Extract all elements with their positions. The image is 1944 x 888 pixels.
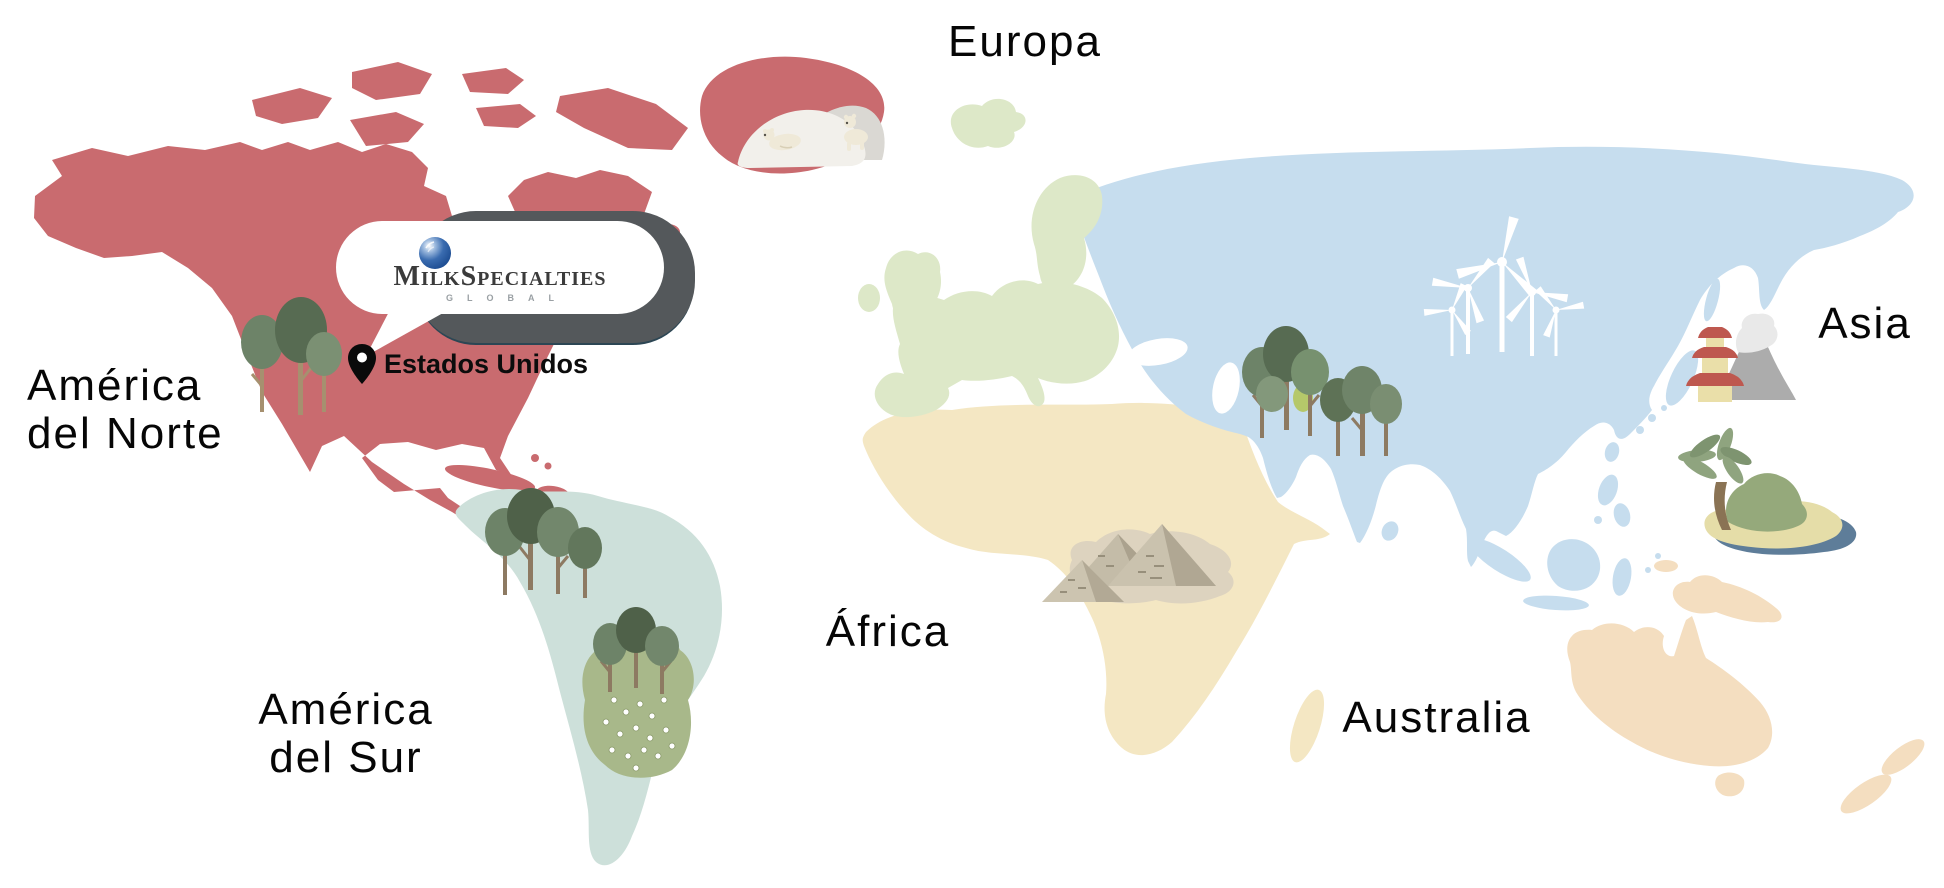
black-sea — [1128, 338, 1188, 366]
continent-asia — [1072, 146, 1914, 611]
new-guinea — [1672, 575, 1782, 623]
polar-bears-icon — [737, 105, 885, 168]
iceland — [950, 98, 1026, 148]
location-label: Estados Unidos — [384, 349, 589, 379]
location-pin-icon — [348, 344, 376, 384]
caspian-sea — [1212, 362, 1240, 414]
ireland — [858, 284, 880, 312]
new-zealand-south — [1840, 774, 1892, 814]
label-europe: Europa — [948, 17, 1102, 66]
japan-islands — [1656, 278, 1721, 406]
label-africa: África — [825, 607, 951, 656]
brand-subtitle: GLOBAL — [446, 293, 568, 303]
label-australia: Australia — [1342, 693, 1532, 742]
polar-bear-standing — [843, 113, 868, 151]
madagascar-island — [1289, 689, 1325, 763]
wind-turbines-icon — [1423, 216, 1585, 356]
australia-mainland — [1567, 616, 1773, 767]
meadow-flowers-icon — [582, 607, 694, 778]
company-callout-bubble: MilkSpecialties GLOBAL — [336, 221, 664, 314]
label-south-america-line2: del Sur — [269, 733, 423, 782]
palm-fronds — [1678, 427, 1752, 484]
united-kingdom — [884, 250, 942, 320]
globe-icon — [419, 237, 451, 269]
southeast-asia-islands — [1381, 405, 1667, 611]
label-north-america-line2: del Norte — [27, 409, 224, 458]
europe-mainland — [874, 280, 1120, 418]
forest-siberia-icon — [1242, 326, 1402, 456]
pagoda-icon — [1686, 327, 1744, 402]
forest-amazon-icon — [485, 488, 602, 598]
palm-island-icon — [1678, 427, 1857, 555]
label-north-america-line1: América — [27, 361, 203, 410]
polar-bear-lying — [763, 128, 801, 151]
arctic-islands — [252, 62, 688, 150]
sri-lanka-island — [1381, 521, 1399, 541]
label-south-america: América del Sur — [226, 686, 466, 782]
north-america-mainland — [34, 142, 652, 544]
label-north-america: América del Norte — [27, 362, 224, 458]
tasmania — [1715, 772, 1745, 797]
brand-name: MilkSpecialties — [393, 261, 607, 292]
continent-europe — [858, 98, 1120, 418]
label-south-america-line1: América — [258, 685, 434, 734]
pyramids-icon — [1042, 524, 1234, 604]
continent-australia — [1567, 560, 1925, 814]
new-zealand-north — [1881, 739, 1925, 775]
label-asia: Asia — [1818, 299, 1912, 348]
scandinavia — [1031, 175, 1103, 292]
forest-north-america-icon — [241, 297, 342, 415]
